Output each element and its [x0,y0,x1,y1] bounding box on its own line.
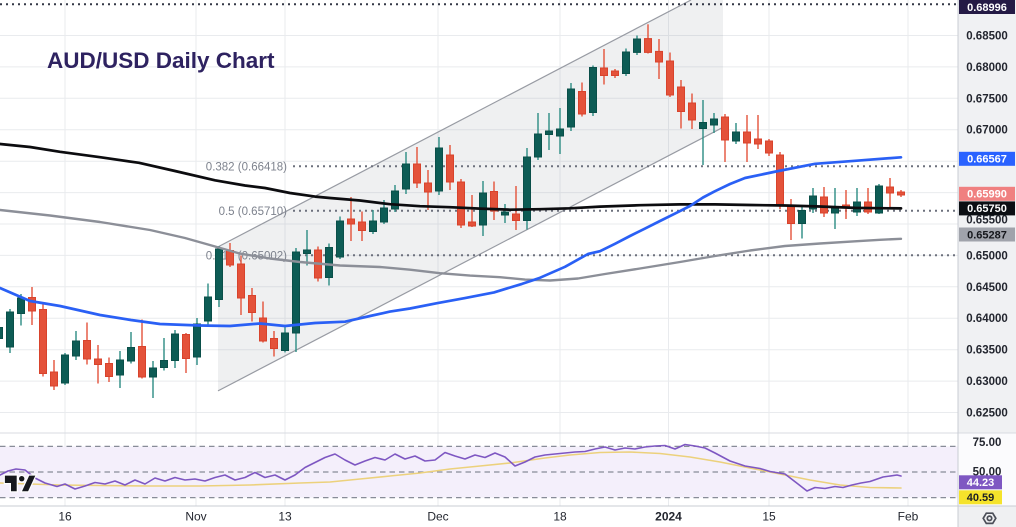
svg-text:0.67000: 0.67000 [966,125,1008,137]
svg-text:44.23: 44.23 [967,477,995,489]
svg-text:40.59: 40.59 [967,492,995,504]
svg-text:0.68500: 0.68500 [966,31,1008,43]
svg-text:0.65750: 0.65750 [967,203,1007,215]
svg-text:0.5 (0.65710): 0.5 (0.65710) [219,206,288,218]
svg-text:0.64000: 0.64000 [966,313,1008,325]
svg-text:0.68996: 0.68996 [967,2,1007,14]
svg-text:18: 18 [553,510,567,524]
svg-text:0.62500: 0.62500 [966,408,1008,420]
svg-text:0.66567: 0.66567 [967,154,1007,166]
svg-text:0.63000: 0.63000 [966,376,1008,388]
svg-text:0.64500: 0.64500 [966,282,1008,294]
svg-text:0.382 (0.66418): 0.382 (0.66418) [206,162,287,174]
svg-text:75.00: 75.00 [973,437,1002,449]
svg-text:0.68000: 0.68000 [966,62,1008,74]
svg-text:0.65000: 0.65000 [966,250,1008,262]
svg-text:15: 15 [762,510,776,524]
svg-text:0.63500: 0.63500 [966,345,1008,357]
svg-text:0.65287: 0.65287 [967,229,1007,241]
svg-text:Dec: Dec [427,510,448,524]
svg-text:AUD/USD Daily Chart: AUD/USD Daily Chart [47,48,275,73]
svg-text:0.65990: 0.65990 [967,189,1007,201]
svg-text:16: 16 [58,510,72,524]
svg-text:Nov: Nov [185,510,206,524]
svg-text:13: 13 [278,510,292,524]
svg-text:0.65500: 0.65500 [966,215,1008,227]
svg-text:0.67500: 0.67500 [966,93,1008,105]
svg-text:Feb: Feb [898,510,919,524]
svg-text:2024: 2024 [655,510,682,524]
